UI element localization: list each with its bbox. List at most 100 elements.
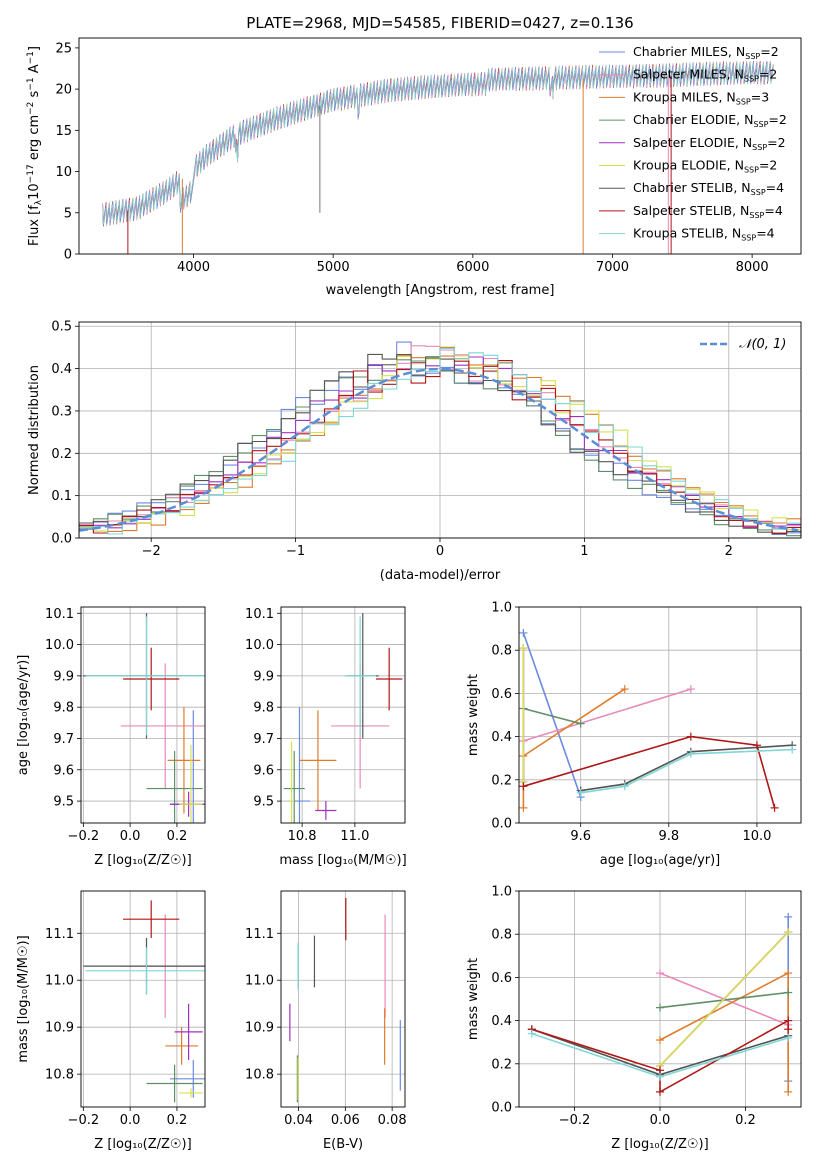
- legend-sub: SSP: [736, 97, 751, 106]
- legend-value: =2: [767, 135, 785, 150]
- errorbar-chabrier-elodie: [283, 751, 305, 823]
- y-tick-label: 0.4: [51, 362, 72, 377]
- y-tick-label: 0.8: [491, 928, 512, 943]
- legend-sub: SSP: [744, 166, 759, 175]
- y-tick-label: 0.0: [491, 817, 512, 832]
- y-axis-label: Normed distribution: [27, 365, 42, 495]
- weight-marker-salpeter-miles: [686, 685, 695, 694]
- y-tick-label: 11.1: [45, 927, 74, 942]
- x-tick-label: −1: [286, 544, 305, 559]
- x-tick-label: 0.0: [120, 1113, 141, 1128]
- axes-weight-vs-age: 9.6 9.8 10.0 0.0 0.2 0.4 0.6 0.8 1.0: [491, 601, 802, 844]
- y-axis-label-part: λ: [34, 199, 44, 205]
- errorbar-salpeter-stelib: [123, 647, 180, 711]
- y-tick-label: 11.0: [245, 974, 274, 989]
- normal-curve: [79, 367, 799, 532]
- weight-marker-kroupa-miles: [620, 685, 629, 694]
- chart-title: PLATE=2968, MJD=54585, FIBERID=0427, z=0…: [246, 14, 633, 32]
- errorbar-salpeter-elodie: [174, 1003, 203, 1061]
- legend-entry-chabrier-elodie: Chabrier ELODIE, NSSP=2: [633, 112, 787, 129]
- y-tick-label: 9.5: [53, 795, 74, 810]
- x-axis-label: Z [log₁₀(Z/Z☉)]: [94, 853, 191, 868]
- x-tick-label: 10.0: [742, 829, 771, 844]
- histogram-kroupa-stelib: [79, 347, 801, 538]
- legend-value: =4: [764, 203, 782, 218]
- weight-marker-salpeter-stelib: [686, 732, 695, 741]
- y-axis-label-part: A: [27, 64, 42, 77]
- y-tick-label: 10.8: [45, 1068, 74, 1083]
- weight-marker-salpeter-stelib: [784, 1025, 793, 1034]
- y-tick-label: 0.5: [51, 320, 72, 335]
- legend-entry-salpeter-miles: Salpeter MILES, NSSP=2: [633, 67, 777, 84]
- x-tick-label: 0.2: [735, 1113, 756, 1128]
- plot-area: [283, 613, 403, 823]
- axes-frame: [280, 890, 406, 1108]
- errorbar-salpeter-miles: [120, 663, 205, 789]
- legend-entry-salpeter-elodie: Salpeter ELODIE, NSSP=2: [633, 135, 786, 152]
- legend-entry-salpeter-stelib: Salpeter STELIB, NSSP=4: [633, 203, 783, 220]
- y-tick-label: 10.0: [45, 638, 74, 653]
- legend-name: Salpeter ELODIE, N: [633, 135, 752, 150]
- y-axis-label-part: −1: [26, 77, 36, 90]
- errorbar-chabrier-elodie: [146, 751, 203, 823]
- y-tick-label: 0.8: [491, 644, 512, 659]
- x-tick-label: 0.2: [167, 1113, 188, 1128]
- y-tick-label: 1.0: [491, 601, 512, 616]
- y-tick-label: 9.7: [253, 732, 274, 747]
- weight-line-salpeter-miles: [523, 688, 692, 742]
- y-tick-label: 25: [55, 41, 72, 56]
- x-tick-label: 11.0: [340, 829, 369, 844]
- weight-line-kroupa-elodie: [659, 931, 789, 1067]
- y-axis-label-part: −17: [26, 164, 36, 183]
- x-tick-label: 1: [580, 544, 588, 559]
- x-tick-label: 9.8: [658, 829, 679, 844]
- errorbar-salpeter-stelib: [375, 647, 403, 711]
- y-tick-label: 10.8: [245, 1068, 274, 1083]
- y-tick-label: 9.5: [253, 795, 274, 810]
- y-tick-label: 0.6: [491, 971, 512, 986]
- x-tick-label: 0: [436, 544, 444, 559]
- y-tick-label: 9.6: [253, 763, 274, 778]
- weight-marker-kroupa-stelib: [620, 782, 629, 791]
- errorbar-chabrier-elodie: [146, 1064, 203, 1103]
- y-tick-label: 11.1: [245, 927, 274, 942]
- errorbar-kroupa-elodie: [288, 741, 295, 823]
- axes-frame: [78, 321, 802, 539]
- y-axis-label: age [log₁₀(age/yr)]: [16, 655, 31, 776]
- y-axis-label-part: Flux [f: [27, 205, 42, 246]
- legend-name: Kroupa ELODIE, N: [633, 158, 744, 173]
- weight-marker-kroupa-miles: [784, 969, 793, 978]
- errorbar-kroupa-stelib: [344, 616, 376, 736]
- axes-frame: [280, 606, 406, 824]
- x-axis-label: (data-model)/error: [380, 568, 501, 583]
- x-axis-label: Z [log₁₀(Z/Z☉)]: [94, 1137, 191, 1152]
- plot-area: [289, 898, 401, 1103]
- axes-frame: [80, 606, 206, 824]
- legend-value: =3: [751, 89, 769, 104]
- axes-frame: [518, 890, 802, 1108]
- legend-sub: SSP: [744, 75, 759, 84]
- axes-mass-vs-Z: −0.2 0.0 0.2 10.8 10.9 11.0 11.1: [45, 890, 206, 1128]
- y-tick-label: 0.0: [491, 1101, 512, 1116]
- weight-marker-kroupa-stelib: [576, 788, 585, 797]
- weight-line-salpeter-stelib: [523, 735, 776, 809]
- x-tick-label: 4000: [177, 260, 210, 275]
- legend-value: =2: [759, 67, 777, 82]
- y-tick-label: 20: [55, 83, 72, 98]
- x-tick-label: −2: [142, 544, 161, 559]
- axes-spectrum: 4000 5000 6000 7000 8000 0 5 10 15 20 25: [55, 37, 802, 275]
- errorbar-kroupa-miles: [299, 710, 337, 811]
- legend-entry-kroupa-stelib: Kroupa STELIB, NSSP=4: [633, 226, 775, 243]
- plot-area: [83, 613, 205, 823]
- weight-line-kroupa-miles: [659, 971, 790, 1092]
- x-axis-label: wavelength [Angstrom, rest frame]: [326, 283, 555, 298]
- weight-line-chabrier-elodie: [523, 707, 581, 725]
- x-tick-label: 0.2: [167, 829, 188, 844]
- y-tick-label: 0.4: [491, 1014, 512, 1029]
- y-tick-label: 9.8: [253, 701, 274, 716]
- axes-age-vs-mass: 10.8 11.0 9.5 9.6 9.7 9.8 9.9 10.0 10.1: [245, 606, 406, 844]
- x-axis-label: mass [log₁₀(M/M☉)]: [279, 853, 406, 868]
- weight-line-kroupa-miles: [522, 688, 626, 808]
- y-tick-label: 0.0: [51, 532, 72, 547]
